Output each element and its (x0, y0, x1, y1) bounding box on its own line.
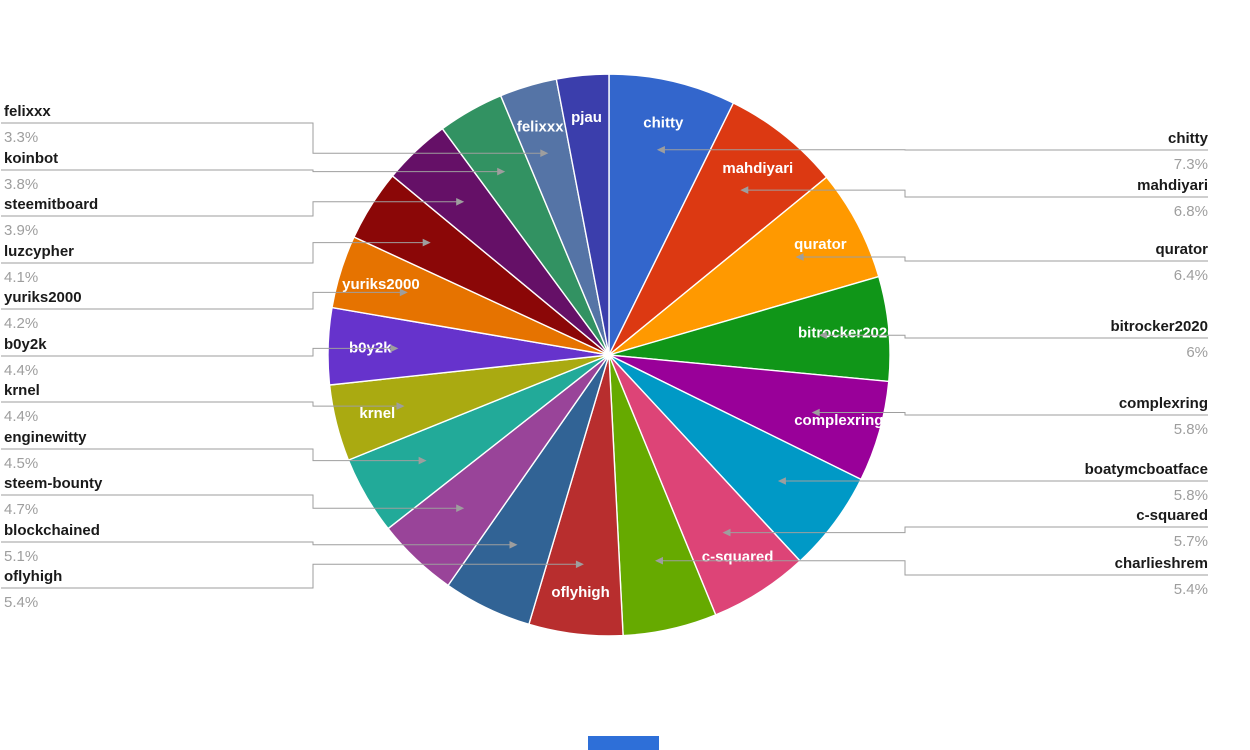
callout-arrow-qurator (795, 253, 804, 261)
callout-percent-felixxx: 3.3% (4, 129, 38, 146)
callout-line-oflyhigh (1, 563, 577, 589)
pie-slice-mahdiyari[interactable] (608, 102, 828, 356)
callout-arrow-oflyhigh (575, 560, 584, 569)
callout-name-b0y2k: b0y2k (4, 336, 47, 353)
callout-line-complexring (818, 412, 1208, 416)
callout-percent-steem-bounty: 4.7% (4, 501, 38, 518)
slice-inner-label-c-squared: c-squared (702, 548, 774, 565)
pie-slice-pjau[interactable] (555, 73, 610, 356)
callout-arrow-luzcypher (422, 238, 431, 247)
callout-percent-enginewitty: 4.5% (4, 455, 38, 472)
callout-line-blockchained (1, 541, 511, 546)
callout-line-bitrocker2020 (825, 334, 1208, 339)
callout-arrow-b0y2k (390, 344, 399, 353)
callout-line-koinbot (1, 169, 499, 173)
callout-arrow-boatymcboatface (777, 477, 786, 485)
callout-percent-krnel: 4.4% (4, 408, 38, 425)
slice-inner-label-pjau: pjau (571, 109, 602, 126)
callout-percent-koinbot: 3.8% (4, 176, 38, 193)
callout-arrow-bitrocker2020 (818, 331, 827, 339)
callout-arrow-complexring (811, 408, 820, 417)
callout-name-chitty: chitty (1168, 130, 1209, 147)
callout-percent-mahdiyari: 6.8% (1174, 203, 1208, 220)
callout-arrow-krnel (396, 402, 405, 410)
callout-arrow-chitty (656, 146, 665, 154)
callout-arrow-steemitboard (456, 198, 465, 206)
callout-arrow-yuriks2000 (399, 288, 408, 297)
callout-name-luzcypher: luzcypher (4, 243, 74, 260)
callout-line-steem-bounty (1, 494, 458, 509)
callout-arrow-mahdiyari (740, 186, 749, 194)
callout-arrow-blockchained (509, 541, 518, 549)
callout-percent-charlieshrem: 5.4% (1174, 581, 1208, 598)
callout-line-yuriks2000 (1, 291, 401, 310)
callout-line-steemitboard (1, 201, 458, 217)
callout-line-luzcypher (1, 242, 424, 264)
callout-name-charlieshrem: charlieshrem (1115, 555, 1208, 572)
callout-percent-c-squared: 5.7% (1174, 533, 1208, 550)
callout-name-boatymcboatface: boatymcboatface (1085, 461, 1208, 478)
callout-percent-boatymcboatface: 5.8% (1174, 487, 1208, 504)
slice-inner-label-mahdiyari: mahdiyari (722, 160, 793, 177)
callout-name-krnel: krnel (4, 382, 40, 399)
callout-arrow-steem-bounty (456, 504, 465, 512)
callout-arrow-felixxx (540, 149, 549, 157)
pie-slice-qurator[interactable] (608, 176, 880, 356)
callout-line-felixxx (1, 122, 542, 154)
bottom-accent-bar (588, 736, 659, 750)
slice-inner-label-felixxx: felixxx (517, 118, 564, 135)
callout-line-charlieshrem (662, 560, 1208, 576)
callout-name-complexring: complexring (1119, 395, 1208, 412)
callout-percent-blockchained: 5.1% (4, 548, 38, 565)
callout-name-blockchained: blockchained (4, 522, 100, 539)
callout-percent-bitrocker2020: 6% (1186, 344, 1208, 361)
callout-percent-qurator: 6.4% (1174, 267, 1208, 284)
callout-percent-complexring: 5.8% (1174, 421, 1208, 438)
callout-name-c-squared: c-squared (1136, 507, 1208, 524)
slice-inner-label-chitty: chitty (643, 114, 684, 131)
callout-percent-luzcypher: 4.1% (4, 269, 38, 286)
callout-arrow-c-squared (722, 528, 731, 537)
callout-line-enginewitty (1, 448, 420, 462)
callout-name-enginewitty: enginewitty (4, 429, 87, 446)
callout-percent-steemitboard: 3.9% (4, 222, 38, 239)
callout-name-steem-bounty: steem-bounty (4, 475, 103, 492)
callout-arrow-koinbot (497, 167, 506, 176)
callout-percent-yuriks2000: 4.2% (4, 315, 38, 332)
callout-name-oflyhigh: oflyhigh (4, 568, 62, 585)
callout-name-qurator: qurator (1156, 241, 1209, 258)
callout-percent-chitty: 7.3% (1174, 156, 1208, 173)
slice-inner-label-krnel: krnel (359, 405, 395, 422)
callout-line-mahdiyari (747, 189, 1208, 198)
callout-arrow-enginewitty (418, 456, 427, 465)
slice-inner-label-bitrocker2020: bitrocker2020 (798, 325, 896, 342)
callout-line-qurator (802, 256, 1208, 262)
callout-name-yuriks2000: yuriks2000 (4, 289, 82, 306)
callout-percent-b0y2k: 4.4% (4, 362, 38, 379)
callout-name-felixxx: felixxx (4, 103, 51, 120)
callout-name-bitrocker2020: bitrocker2020 (1110, 318, 1208, 335)
pie-slice-chitty[interactable] (608, 73, 735, 356)
callout-name-steemitboard: steemitboard (4, 196, 98, 213)
callout-line-b0y2k (1, 347, 392, 357)
callout-name-koinbot: koinbot (4, 150, 58, 167)
callout-percent-oflyhigh: 5.4% (4, 594, 38, 611)
slice-inner-label-yuriks2000: yuriks2000 (342, 276, 420, 293)
slice-inner-label-qurator: qurator (794, 236, 847, 253)
callout-line-c-squared (729, 526, 1208, 534)
callout-line-krnel (1, 401, 398, 407)
callout-name-mahdiyari: mahdiyari (1137, 177, 1208, 194)
slice-inner-label-complexring: complexring (794, 412, 883, 429)
slice-inner-label-oflyhigh: oflyhigh (551, 584, 609, 601)
callout-arrow-charlieshrem (655, 556, 663, 565)
